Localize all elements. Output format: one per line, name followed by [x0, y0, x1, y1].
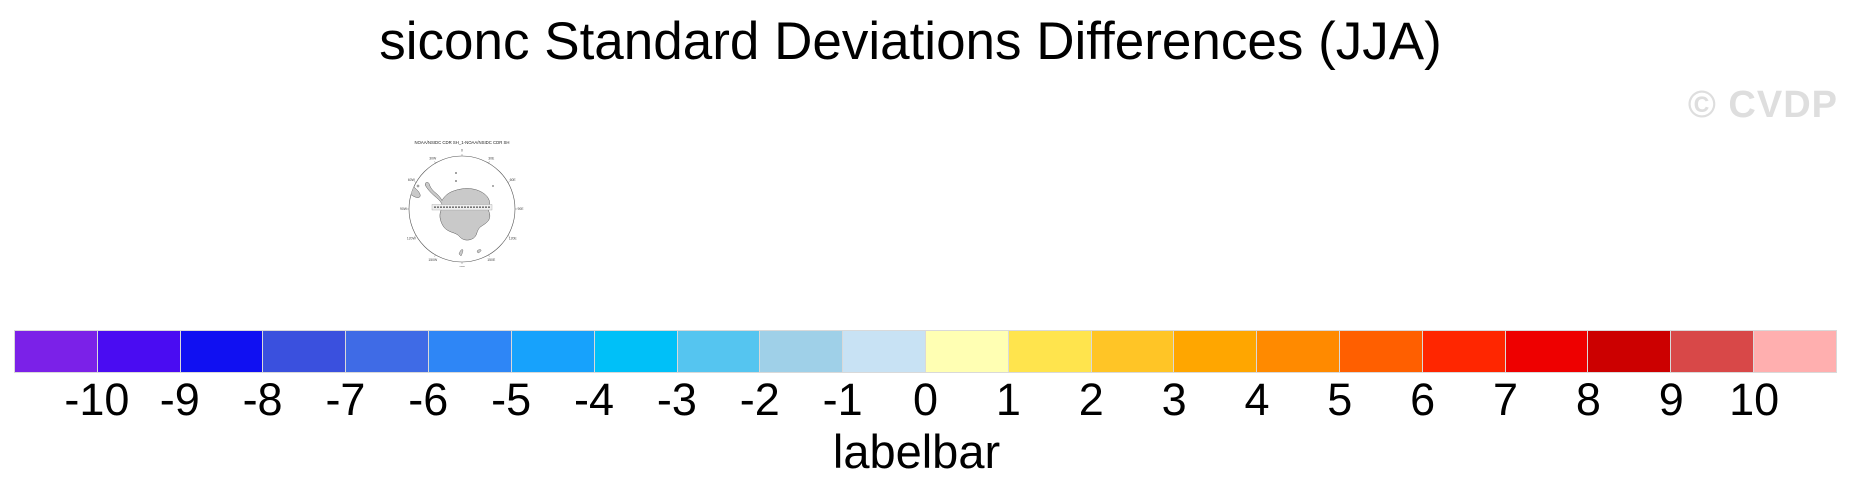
colorbar [14, 330, 1837, 373]
colorbar-segment [511, 330, 595, 373]
antarctica-landmass [424, 182, 491, 241]
colorbar-segment [1174, 330, 1258, 373]
map-ring-tick [414, 181, 417, 183]
colorbar-segment [1588, 330, 1672, 373]
map-ring-tick [507, 181, 510, 183]
colorbar-segment [429, 330, 512, 373]
colorbar-tick-label: 2 [1078, 374, 1104, 425]
colorbar-tick-label: 8 [1575, 374, 1601, 425]
map-ring-label: 120E [509, 236, 518, 240]
colorbar-caption: labelbar [832, 425, 1001, 478]
map-ring-label: 120W [407, 236, 417, 240]
colorbar-segment [346, 330, 430, 373]
map-ring-label: 90E [517, 207, 524, 211]
map-ring-labels: 0 30E 60E 90E 120E 150E 180 150W 120W 90W 60W 30W [400, 149, 524, 267]
map-ring-tick [488, 161, 490, 164]
colorbar-segment [1008, 330, 1092, 373]
colorbar-segment [594, 330, 678, 373]
map-title: NOAA/NSIDC CDR SH_1-NOAA/NSIDC CDR SH [414, 140, 509, 145]
map-ring-tick [434, 254, 436, 257]
colorbar-segment [677, 330, 761, 373]
map-ring-label: 150W [428, 258, 438, 262]
colorbar-tick-label: 0 [912, 374, 939, 425]
colorbar-tick-label: 7 [1493, 374, 1519, 425]
colorbar-tick-label: 6 [1410, 374, 1436, 425]
colorbar-segment [1091, 330, 1175, 373]
map-ring-label: 60W [408, 178, 416, 182]
colorbar-segment [180, 330, 264, 373]
map-ring-label: 60E [510, 178, 517, 182]
colorbar-segment [1505, 330, 1589, 373]
small-island [416, 184, 420, 188]
colorbar-tick-label: 4 [1244, 374, 1270, 425]
map-ring-tick [488, 254, 490, 257]
map-ring-label: 150E [487, 258, 496, 262]
map-ring-label: 0 [461, 149, 463, 153]
colorbar-tick-label: 3 [1161, 374, 1187, 425]
colorbar-tick-label: 5 [1327, 374, 1353, 425]
colorbar-tick-label: -9 [159, 374, 200, 425]
small-island [454, 180, 457, 183]
colorbar-tick-label: -2 [739, 374, 780, 425]
small-island [454, 172, 457, 175]
colorbar-tick-label: 1 [995, 374, 1021, 425]
colorbar-tick-label: -4 [574, 374, 615, 425]
colorbar-segment [1257, 330, 1340, 373]
page-title: siconc Standard Deviations Differences (… [379, 12, 1442, 71]
colorbar-tick-label: -8 [242, 374, 283, 425]
colorbar-tick-label: -5 [491, 374, 532, 425]
colorbar-segment [760, 330, 844, 373]
map-ring-label: 30E [488, 157, 495, 161]
colorbar-tick-label: -3 [656, 374, 697, 425]
map-ring-label: 30W [429, 157, 437, 161]
colorbar-segment [925, 330, 1009, 373]
map-land-group [409, 172, 494, 257]
colorbar-tick-label: -10 [64, 374, 130, 425]
colorbar-segment [263, 330, 347, 373]
colorbar-tick-label: -7 [325, 374, 366, 425]
map-ring-tick [507, 235, 510, 237]
polar-map: NOAA/NSIDC CDR SH_1-NOAA/NSIDC CDR SH 0 3… [400, 140, 524, 267]
colorbar-tick-label: -6 [408, 374, 449, 425]
map-ring-tick [434, 161, 436, 164]
map-ring-label: 90W [400, 207, 408, 211]
small-island [458, 249, 464, 257]
colorbar-segment [1340, 330, 1423, 373]
colorbar-tick-label: -1 [822, 374, 863, 425]
small-island [492, 185, 494, 187]
colorbar-tick-label: 10 [1729, 374, 1780, 425]
map-ring-label: 180 [459, 266, 465, 267]
colorbar-tick-label: 9 [1658, 374, 1684, 425]
map-ring-tick [414, 235, 417, 237]
cvdp-watermark: © CVDP [1687, 84, 1838, 126]
colorbar-segment [1422, 330, 1506, 373]
colorbar-segment [1671, 330, 1755, 373]
map-stats-band [431, 204, 493, 211]
colorbar-segment [14, 330, 98, 373]
small-island [476, 249, 482, 254]
colorbar-tick-labels: -10 -9 -8 -7 -6 -5 -4 -3 -2 -1 0 1 2 3 4 5 6 7 8 9 10 [0, 376, 1851, 428]
colorbar-segment [97, 330, 181, 373]
colorbar-segment [1754, 330, 1837, 373]
colorbar-segment [843, 330, 926, 373]
